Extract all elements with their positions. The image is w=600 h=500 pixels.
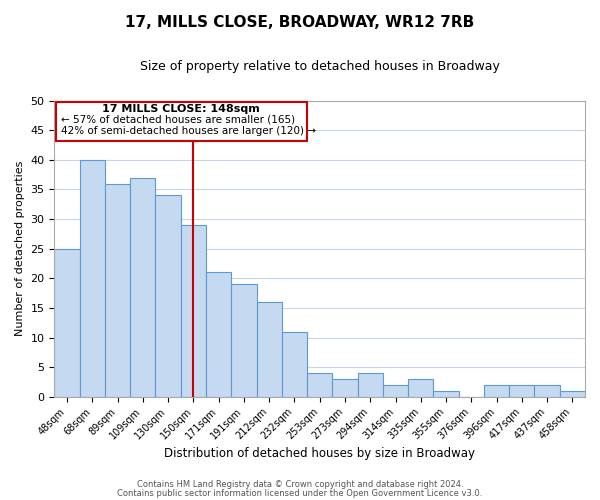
Text: 42% of semi-detached houses are larger (120) →: 42% of semi-detached houses are larger (… (61, 126, 316, 136)
Text: 17, MILLS CLOSE, BROADWAY, WR12 7RB: 17, MILLS CLOSE, BROADWAY, WR12 7RB (125, 15, 475, 30)
Bar (535, 385, 560, 397)
FancyBboxPatch shape (56, 102, 307, 141)
Text: ← 57% of detached houses are smaller (165): ← 57% of detached houses are smaller (16… (61, 114, 295, 124)
Bar (181, 225, 206, 397)
Bar (257, 302, 282, 397)
Bar (484, 385, 509, 397)
Bar (383, 385, 408, 397)
Bar (433, 391, 458, 397)
Bar (282, 332, 307, 397)
Bar (231, 284, 257, 397)
Bar (332, 379, 358, 397)
Text: Contains public sector information licensed under the Open Government Licence v3: Contains public sector information licen… (118, 488, 482, 498)
Bar (80, 160, 105, 397)
X-axis label: Distribution of detached houses by size in Broadway: Distribution of detached houses by size … (164, 447, 475, 460)
Bar (55, 248, 80, 397)
Bar (358, 373, 383, 397)
Bar (509, 385, 535, 397)
Text: Contains HM Land Registry data © Crown copyright and database right 2024.: Contains HM Land Registry data © Crown c… (137, 480, 463, 489)
Y-axis label: Number of detached properties: Number of detached properties (15, 161, 25, 336)
Bar (206, 272, 231, 397)
Bar (155, 196, 181, 397)
Text: 17 MILLS CLOSE: 148sqm: 17 MILLS CLOSE: 148sqm (103, 104, 260, 114)
Bar (560, 391, 585, 397)
Bar (307, 373, 332, 397)
Title: Size of property relative to detached houses in Broadway: Size of property relative to detached ho… (140, 60, 500, 73)
Bar (408, 379, 433, 397)
Bar (105, 184, 130, 397)
Bar (130, 178, 155, 397)
